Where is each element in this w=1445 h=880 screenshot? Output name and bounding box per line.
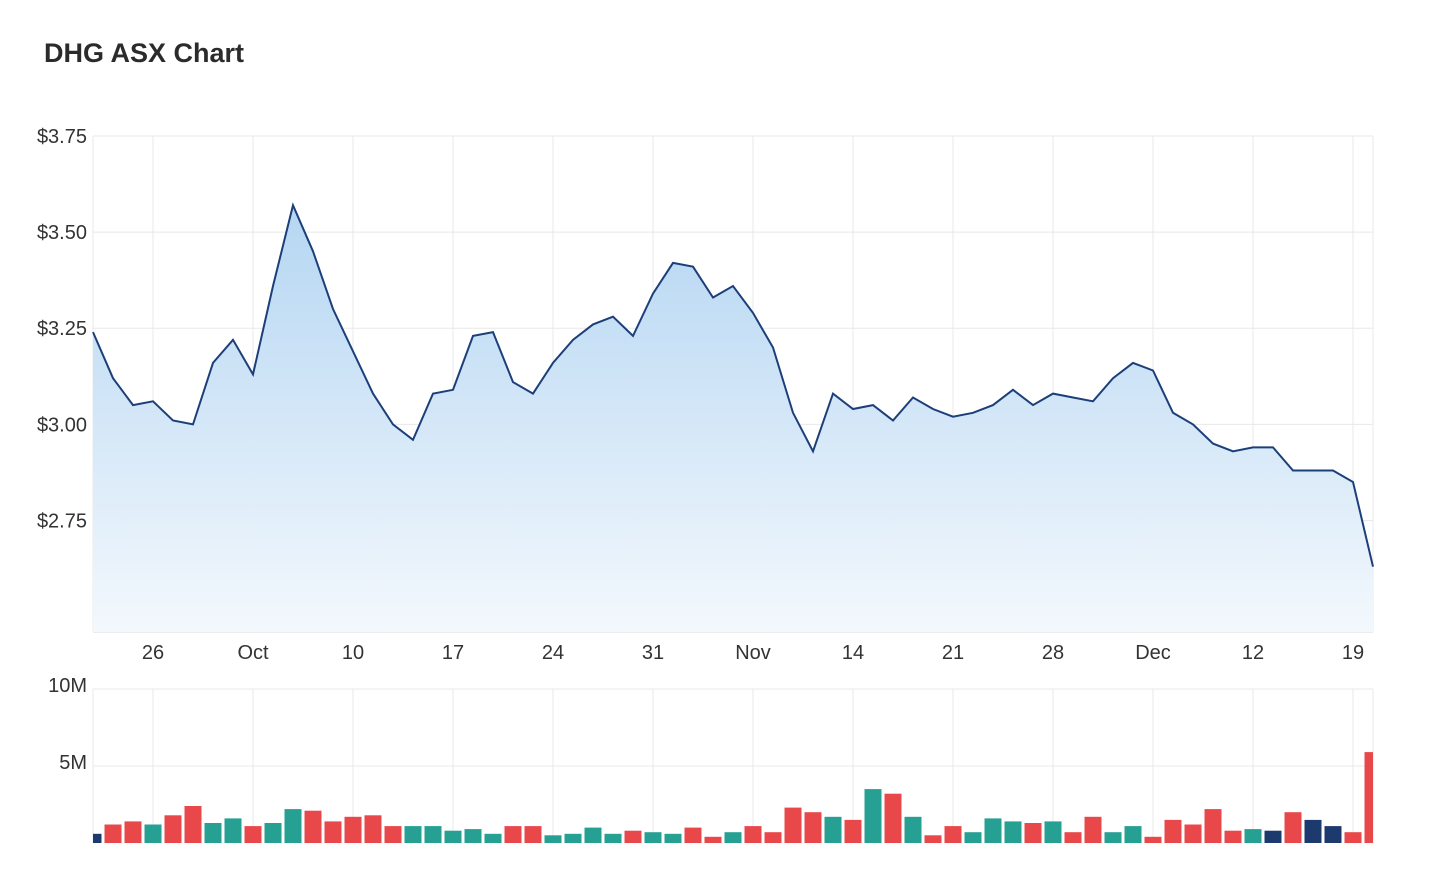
volume-bar [444,830,462,843]
volume-bar [904,816,922,843]
volume-bar [684,827,702,843]
volume-bar [1064,832,1082,843]
volume-tick-label: 5M [59,752,87,774]
volume-bar [644,832,662,843]
volume-bar [384,826,402,843]
date-axis-labels: 26 Oct 10 17 24 31 Nov 14 21 28 Dec 12 19 [142,642,1364,664]
volume-bar [1104,832,1122,843]
date-tick-label: 21 [942,642,964,664]
volume-bar [544,835,562,843]
volume-bar [1244,829,1262,843]
volume-bar [1044,821,1062,843]
date-tick-label: 26 [142,642,164,664]
volume-bar [364,815,382,843]
volume-bar [404,826,422,843]
volume-tick-label: 10M [48,675,87,697]
volume-bar [984,818,1002,843]
date-tick-label: Nov [735,642,771,664]
volume-bar [1324,826,1342,843]
volume-bar [844,819,862,843]
date-tick-label: 28 [1042,642,1064,664]
volume-bar [1004,821,1022,843]
volume-bar [924,835,942,843]
volume-bar [204,823,222,843]
volume-bar [224,818,242,843]
price-axis-labels: $3.75 $3.50 $3.25 $3.00 $2.75 [37,126,87,532]
date-tick-label: 24 [542,642,564,664]
volume-bar [764,832,782,843]
volume-axis-labels: 10M 5M [48,675,87,774]
volume-bar [424,826,442,843]
volume-bar [93,833,102,843]
volume-bar [184,806,202,843]
volume-bar [504,826,522,843]
volume-bar [804,812,822,843]
volume-bar [1084,816,1102,843]
date-tick-label: Oct [237,642,269,664]
volume-bar [1024,823,1042,843]
volume-bar [784,807,802,843]
volume-bar [824,816,842,843]
volume-bar [1184,824,1202,843]
volume-bar [324,821,342,843]
volume-bar [1124,826,1142,843]
volume-bar [704,836,722,843]
date-tick-label: 17 [442,642,464,664]
volume-bar [1164,819,1182,843]
volume-bar [1304,819,1322,843]
volume-bar [1204,809,1222,843]
chart-title: DHG ASX Chart [44,38,245,68]
volume-bar [624,830,642,843]
volume-bar [964,832,982,843]
volume-bar [124,821,142,843]
volume-bar [524,826,542,843]
price-area-fill [93,205,1373,632]
volume-bar [604,833,622,843]
volume-bar [344,816,362,843]
volume-bar [1224,830,1242,843]
date-tick-label: 14 [842,642,864,664]
volume-bar [144,824,162,843]
price-line [92,202,1374,567]
price-tick-label: $2.75 [37,510,87,532]
volume-bar [164,815,182,843]
date-tick-label: Dec [1135,642,1171,664]
volume-bar [304,810,322,843]
volume-bar [1364,752,1373,843]
price-tick-label: $3.00 [37,414,87,436]
volume-bar [244,826,262,843]
volume-bar [884,793,902,843]
date-tick-label: 12 [1242,642,1264,664]
volume-bar [584,827,602,843]
volume-bar [104,824,122,843]
volume-bar [664,833,682,843]
volume-bar [944,826,962,843]
date-tick-label: 10 [342,642,364,664]
volume-bar [744,826,762,843]
volume-bar [264,823,282,843]
volume-bar [724,832,742,843]
date-tick-label: 31 [642,642,664,664]
volume-bar [1144,836,1162,843]
volume-bar [1264,830,1282,843]
volume-bar [464,829,482,843]
volume-bar [284,809,302,843]
volume-bar [1344,832,1362,843]
date-tick-label: 19 [1342,642,1364,664]
volume-bar [564,833,582,843]
volume-bar [864,789,882,843]
price-tick-label: $3.50 [37,222,87,244]
volume-bar [484,833,502,843]
volume-bars [93,752,1373,843]
price-tick-label: $3.75 [37,126,87,148]
price-tick-label: $3.25 [37,318,87,340]
volume-bar [1284,812,1302,843]
